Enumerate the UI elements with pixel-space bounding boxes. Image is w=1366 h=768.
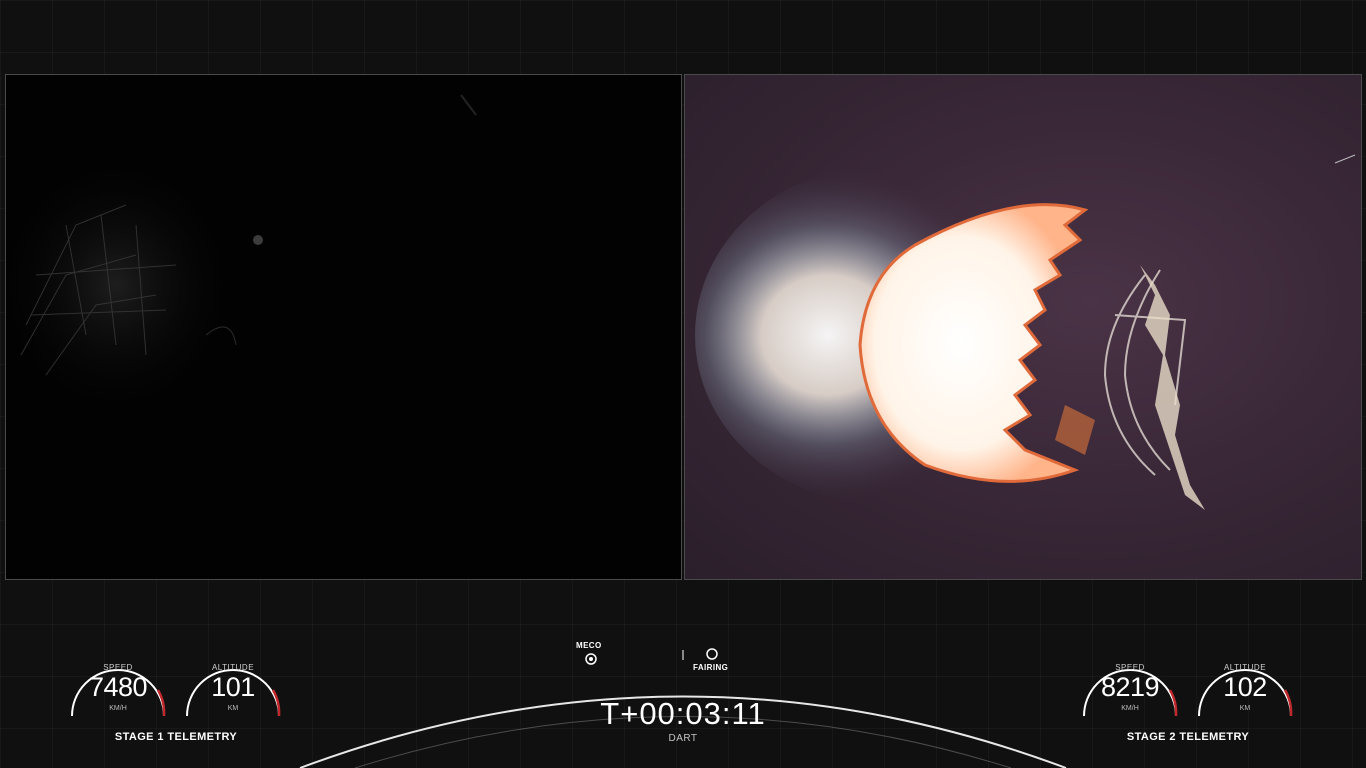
stage2-speed-gauge: SPEED 8219 KM/H: [1078, 648, 1182, 728]
stage2-feed-image: [695, 154, 1356, 510]
mission-timeline: [299, 648, 1067, 768]
mission-name: DART: [668, 733, 698, 744]
mission-timer: T+00:03:11: [600, 696, 766, 731]
stage1-speed-value: 7480: [88, 672, 148, 702]
stage1-altitude-gauge: ALTITUDE 101 KM: [181, 648, 285, 728]
stage2-speed-unit: KM/H: [1121, 705, 1139, 712]
stage2-altitude-label: ALTITUDE: [1223, 663, 1267, 672]
stage2-altitude-gauge: ALTITUDE 102 KM: [1193, 648, 1297, 728]
stage2-altitude-unit: KM: [1239, 705, 1251, 712]
stage1-altitude-value: 101: [211, 672, 255, 702]
meco-marker: [585, 653, 597, 665]
meco-label: MECO: [576, 641, 602, 650]
stage2-speed-arc: [1083, 669, 1178, 717]
stage1-speed-label: SPEED: [103, 663, 133, 672]
stage2-speed-label: SPEED: [1115, 663, 1145, 672]
stage2-speed-value: 8219: [1100, 672, 1160, 702]
stage1-camera-feed: [5, 74, 682, 580]
stage1-speed-gauge: SPEED 7480 KM/H: [66, 648, 170, 728]
stage1-altitude-arc: [186, 669, 281, 717]
stage2-altitude-value: 102: [1223, 672, 1267, 702]
stage2-camera-feed: [684, 74, 1362, 580]
stage2-telemetry-title: STAGE 2 TELEMETRY: [1126, 731, 1250, 743]
stage1-speed-unit: KM/H: [109, 705, 127, 712]
fairing-label: FAIRING: [693, 663, 729, 672]
stage1-altitude-label: ALTITUDE: [211, 663, 255, 672]
stage1-feed-image: [6, 94, 477, 415]
fairing-marker: [706, 648, 718, 660]
stage1-telemetry-title: STAGE 1 TELEMETRY: [114, 731, 238, 743]
telemetry-hud: SPEED 7480 KM/H ALTITUDE 101 KM STAGE 1 …: [0, 630, 1366, 768]
stage1-altitude-unit: KM: [227, 705, 239, 712]
stage2-altitude-arc: [1198, 669, 1293, 717]
stage1-speed-arc: [71, 669, 166, 717]
